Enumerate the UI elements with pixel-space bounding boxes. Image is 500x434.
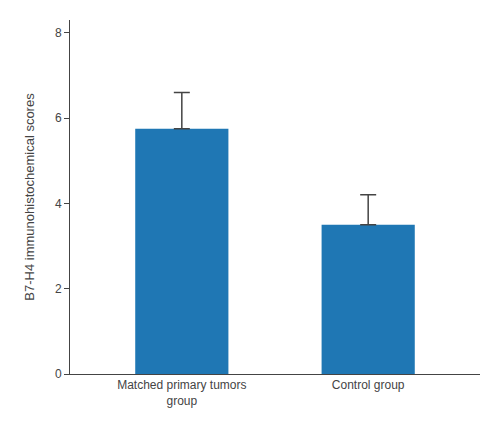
- svg-text:Control group: Control group: [332, 378, 405, 392]
- svg-text:8: 8: [55, 26, 62, 40]
- svg-text:0: 0: [55, 367, 62, 381]
- svg-text:2: 2: [55, 282, 62, 296]
- svg-text:4: 4: [55, 197, 62, 211]
- svg-text:6: 6: [55, 111, 62, 125]
- svg-text:B7-H4 immunohistochemical scor: B7-H4 immunohistochemical scores: [22, 93, 37, 301]
- svg-text:Matched primary tumorsgroup: Matched primary tumorsgroup: [117, 378, 246, 408]
